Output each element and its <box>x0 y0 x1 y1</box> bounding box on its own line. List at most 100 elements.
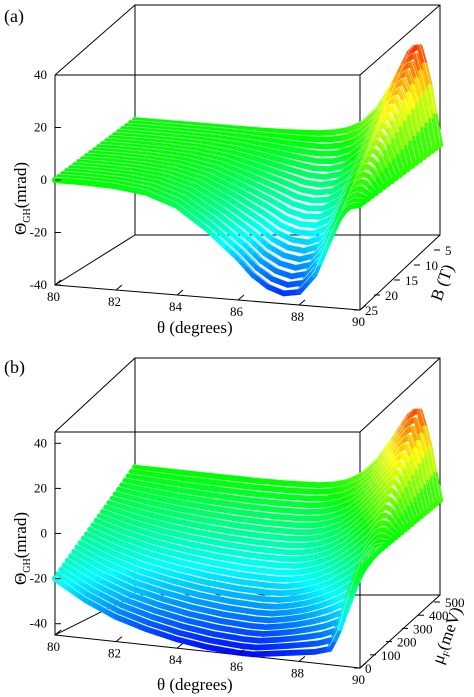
panel-a: (a) 80 82 84 86 88 90 40 20 0 -20 -40 5 10 15 20 25 θ… <box>4 4 458 337</box>
surface-strip-edge <box>128 425 434 503</box>
surface-strip-edge <box>118 77 425 159</box>
depth-tick-label: 10 <box>425 258 438 273</box>
x-tick-mark <box>237 649 245 656</box>
depth-tick-label: 5 <box>445 243 452 258</box>
depth-tick-label: 0 <box>365 661 372 676</box>
surface-strip-edge <box>110 94 417 175</box>
surface-strip-edge <box>83 535 389 591</box>
x-tick-label: 82 <box>108 646 121 661</box>
surface-strip-edge <box>99 503 406 557</box>
surface-strip-segment <box>351 202 363 209</box>
surface-strip-edge <box>64 555 370 632</box>
panel-b-surface <box>52 408 443 658</box>
surface-strip-segment <box>406 114 418 142</box>
panel-b-z-label: ΘGH(mrad) <box>11 512 33 585</box>
surface-strip-segment <box>390 526 402 538</box>
surface-strip-edge <box>77 544 383 604</box>
surface-strip-segment <box>393 522 405 536</box>
surface-strip-segment <box>426 84 438 120</box>
x-tick-mark <box>176 642 184 649</box>
surface-strip-edge <box>86 146 393 223</box>
surface-strip-segment <box>399 148 411 172</box>
surface-strip-segment <box>383 534 395 544</box>
x-tick-mark <box>54 629 62 636</box>
z-tick-label: -40 <box>30 616 47 631</box>
surface-strip-edge <box>96 512 402 564</box>
z-tick-label: 40 <box>34 435 47 450</box>
surface-strip-segment <box>422 90 434 124</box>
surface-strip-segment <box>414 468 426 495</box>
panel-b-x-ticks: 80 82 84 86 88 90 <box>47 629 367 687</box>
x-tick-mark <box>359 304 367 311</box>
panel-a-x-ticks: 80 82 84 86 88 90 <box>47 279 367 329</box>
surface-strip-segment <box>403 509 415 528</box>
x-tick-label: 82 <box>108 294 121 309</box>
panel-a-label: (a) <box>4 6 24 27</box>
x-tick-mark <box>176 289 184 296</box>
surface-strip-segment <box>416 44 428 68</box>
surface-strip-segment <box>431 113 443 148</box>
surface-strip-edge <box>115 459 422 523</box>
surface-strip-edge <box>70 550 377 618</box>
surface-strip-edge <box>131 416 438 501</box>
surface-strip-segment <box>415 492 427 517</box>
surface-strip-edge <box>112 468 418 530</box>
z-tick-label: 20 <box>34 120 47 135</box>
surface-strip-edge <box>106 103 413 182</box>
surface-strip-segment <box>411 135 423 163</box>
surface-strip-segment <box>412 496 424 520</box>
surface-strip-edge <box>98 120 405 198</box>
surface-strip-segment <box>420 457 432 487</box>
surface-strip-segment <box>403 144 415 169</box>
surface-strip-edge <box>109 477 415 537</box>
surface-strip-edge <box>122 442 428 510</box>
x-tick-label: 80 <box>47 639 60 654</box>
surface-strip-edge <box>114 86 421 167</box>
surface-strip-segment <box>425 480 437 509</box>
surface-strip-edge <box>93 519 399 571</box>
depth-tick-label: 400 <box>429 608 449 623</box>
surface-strip-segment <box>371 180 383 193</box>
panel-b-x-label: θ (degrees) <box>157 675 233 694</box>
surface-strip-segment <box>409 83 421 109</box>
panel-a-surface <box>52 43 443 297</box>
surface-strip-segment <box>419 488 431 515</box>
surface-strip-edge <box>62 170 369 274</box>
surface-strip-segment <box>415 131 427 160</box>
z-tick-label: 0 <box>41 172 48 187</box>
surface-strip-segment <box>417 69 429 97</box>
surface-strip-segment <box>421 425 433 452</box>
depth-tick-label: 20 <box>385 288 398 303</box>
x-tick-label: 84 <box>169 299 183 314</box>
surface-strip-edge <box>125 433 431 506</box>
surface-strip-edge <box>61 558 367 638</box>
x-tick-mark <box>54 279 62 286</box>
surface-strip-edge <box>86 530 393 584</box>
panel-a-depth-ticks: 5 10 15 20 25 <box>354 243 452 318</box>
surface-strip-segment <box>410 108 422 138</box>
surface-strip-segment <box>380 539 392 546</box>
surface-strip-segment <box>359 193 371 202</box>
panel-a-x-label: θ (degrees) <box>157 318 233 337</box>
surface-strip-edge <box>90 137 397 214</box>
surface-strip-segment <box>421 62 433 91</box>
x-tick-mark <box>359 662 367 669</box>
surface-strip-segment <box>426 445 438 478</box>
surface-strip-edge <box>134 408 441 498</box>
surface-strip-segment <box>431 471 443 504</box>
surface-strip-segment <box>406 505 418 525</box>
surface-strip-edge <box>80 539 386 598</box>
z-tick-label: -40 <box>30 277 47 292</box>
x-tick-label: 86 <box>230 304 244 319</box>
depth-tick-label: 100 <box>381 648 401 663</box>
surface-strip-edge <box>74 161 381 248</box>
surface-strip-segment <box>419 126 431 157</box>
surface-strip-segment <box>428 475 440 507</box>
surface-strip-edge <box>58 560 364 645</box>
z-tick-label: 0 <box>41 526 48 541</box>
depth-tick-label: 15 <box>405 273 418 288</box>
surface-strip-segment <box>355 198 367 205</box>
x-tick-label: 84 <box>169 652 183 667</box>
surface-strip-segment <box>399 513 411 530</box>
surface-strip-segment <box>427 117 439 151</box>
